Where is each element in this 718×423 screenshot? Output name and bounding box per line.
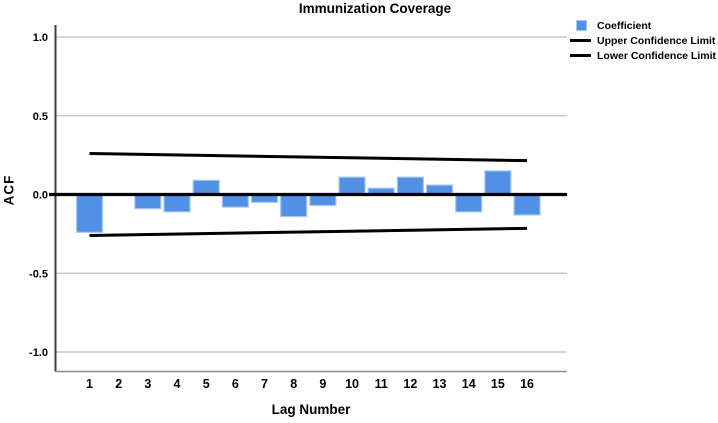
x-tick-label: 4 <box>174 377 181 391</box>
coefficient-bar-lag-1 <box>75 193 104 233</box>
upper-confidence-limit-line <box>89 152 528 163</box>
x-tick-label: 15 <box>491 377 505 391</box>
coefficient-bar-lag-6 <box>221 193 249 208</box>
legend-item-upper-confidence-limit: Upper Confidence Limit <box>570 33 716 48</box>
lower-confidence-limit-line <box>89 226 528 237</box>
y-tick-label: -1.0 <box>29 347 48 359</box>
x-tick-label: 7 <box>261 377 268 391</box>
x-tick-label: 3 <box>144 377 151 391</box>
coefficient-bar-lag-14 <box>455 193 483 213</box>
x-tick-label: 5 <box>203 377 210 391</box>
x-tick-label: 6 <box>232 377 239 391</box>
coefficient-bar-lag-9 <box>309 193 337 207</box>
x-tick-label: 13 <box>433 377 447 391</box>
legend-label-upper-confidence-limit: Upper Confidence Limit <box>597 34 716 47</box>
coefficient-bar-lag-12 <box>396 176 424 196</box>
coefficient-bar-lag-5 <box>192 179 220 196</box>
legend-item-lower-confidence-limit: Lower Confidence Limit <box>570 48 716 63</box>
x-tick-label: 9 <box>319 377 326 391</box>
y-tick-label: 0.0 <box>33 190 48 202</box>
x-tick-label: 16 <box>520 377 534 391</box>
x-tick-label: 12 <box>403 377 417 391</box>
coefficient-swatch-icon <box>576 20 587 31</box>
y-tick-label: 1.0 <box>33 32 48 44</box>
y-axis-label: ACF <box>1 174 17 206</box>
x-tick-label: 2 <box>115 377 122 391</box>
x-tick-label: 8 <box>290 377 297 391</box>
x-tick-label: 11 <box>375 377 388 391</box>
legend-item-coefficient: Coefficient <box>570 18 716 33</box>
legend-label-coefficient: Coefficient <box>597 19 652 32</box>
lower-confidence-line-icon <box>570 54 591 57</box>
coefficient-bar-lag-4 <box>163 193 191 213</box>
x-tick-label: 14 <box>462 377 476 391</box>
y-tick-label: -0.5 <box>29 268 48 280</box>
coefficient-bar-lag-8 <box>280 193 308 218</box>
chart-title: Immunization Coverage <box>298 1 452 16</box>
coefficient-bar-lag-10 <box>338 176 366 196</box>
x-axis-label: Lag Number <box>271 402 351 417</box>
y-tick-label: 0.5 <box>33 111 48 123</box>
coefficient-bar-lag-3 <box>134 193 162 210</box>
x-tick-label: 10 <box>345 377 359 391</box>
coefficient-bar-lag-16 <box>513 193 541 216</box>
coefficient-bar-lag-15 <box>484 170 512 196</box>
legend-label-lower-confidence-limit: Lower Confidence Limit <box>597 49 717 62</box>
chart-legend: Coefficient Upper Confidence Limit Lower… <box>570 18 716 63</box>
x-tick-label: 1 <box>86 377 93 391</box>
upper-confidence-line-icon <box>570 39 591 42</box>
